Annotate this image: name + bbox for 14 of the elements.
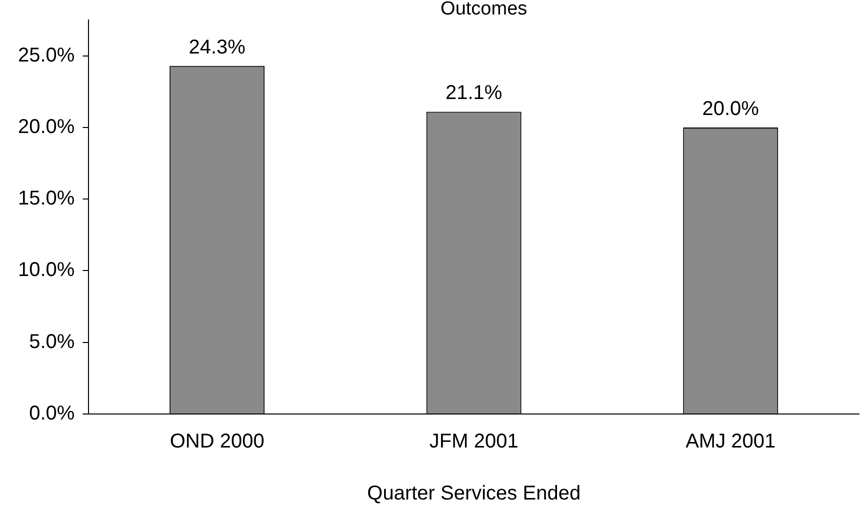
x-tick-label: OND 2000	[170, 430, 264, 453]
y-tick-label: 0.0%	[29, 402, 75, 425]
chart-title: Outcomes	[440, 0, 528, 20]
data-label: 24.3%	[188, 36, 246, 58]
y-tick-label: 15.0%	[18, 188, 75, 210]
y-tick-label: 5.0%	[29, 330, 75, 353]
x-axis-title: Quarter Services Ended	[367, 482, 581, 505]
y-tick-label: 10.0%	[18, 259, 75, 282]
x-tick-label: AMJ 2001	[686, 430, 776, 453]
y-tick-label: 25.0%	[18, 44, 75, 66]
y-tick-label: 20.0%	[18, 116, 75, 138]
x-tick-label: JFM 2001	[429, 430, 518, 453]
data-label: 20.0%	[702, 98, 760, 120]
data-label: 21.1%	[445, 82, 502, 104]
